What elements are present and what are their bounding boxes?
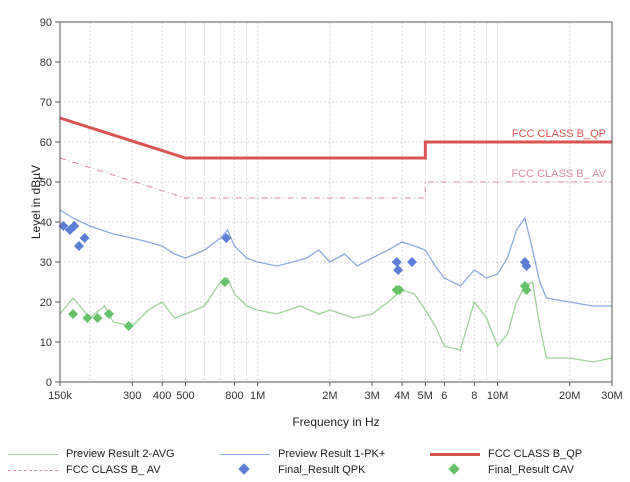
legend-dashdot-icon: [8, 464, 58, 476]
x-tick-label: 2M: [322, 390, 337, 402]
axis-ticks: 0 10 20 30 40 50 60 70 80 90 150k 300 400 500 800 1M 2M 3…: [40, 17, 623, 402]
x-tick-label: 400: [153, 390, 171, 402]
x-tick-label: 20M: [559, 390, 580, 402]
x-tick-label: 500: [176, 390, 194, 402]
result-marker: [219, 277, 230, 287]
limit-line: [59, 157, 612, 199]
y-axis-label: Level in dBµV: [29, 165, 43, 239]
result-marker: [521, 285, 532, 295]
result-marker: [407, 257, 418, 267]
y-tick-label: 70: [40, 97, 52, 109]
legend-item-qpk: Final_Result QPK: [220, 463, 366, 476]
result-marker: [521, 261, 532, 271]
legend-label: Preview Result 2-AVG: [66, 448, 175, 460]
legend-item-qp-limit: FCC CLASS B_QP: [430, 448, 582, 460]
legend-item-cav: Final_Result CAV: [430, 463, 574, 476]
result-markers: [58, 221, 532, 331]
legend: Preview Result 2-AVG Preview Result 1-PK…: [0, 444, 630, 482]
result-marker: [58, 221, 69, 231]
emc-chart: FCC CLASS B_QP FCC CLASS B_ AV 0 10 20 30 40 5…: [29, 17, 623, 429]
result-marker: [221, 233, 232, 243]
series-line: [59, 209, 612, 307]
result-marker: [79, 233, 90, 243]
result-marker: [73, 241, 84, 251]
result-marker: [68, 309, 79, 319]
x-axis-label: Frequency in Hz: [292, 415, 379, 429]
legend-item-avg: Preview Result 2-AVG: [8, 448, 175, 460]
y-tick-label: 40: [40, 217, 52, 229]
x-tick-label: 1M: [250, 390, 265, 402]
result-marker: [92, 313, 103, 323]
legend-line-icon: [220, 448, 270, 460]
legend-label: FCC CLASS B_ AV: [66, 464, 161, 476]
limit-line-label: FCC CLASS B_QP: [512, 128, 606, 140]
legend-label: Final_Result CAV: [488, 464, 574, 476]
x-tick-label: 4M: [394, 390, 409, 402]
legend-item-av-limit: FCC CLASS B_ AV: [8, 464, 161, 476]
legend-label: Final_Result QPK: [278, 464, 366, 476]
result-marker: [82, 313, 93, 323]
result-marker: [123, 321, 134, 331]
series-lines: [59, 209, 613, 363]
limit-lines: FCC CLASS B_QP FCC CLASS B_ AV: [59, 116, 612, 199]
result-marker: [391, 257, 402, 267]
y-tick-label: 0: [46, 377, 52, 389]
y-tick-label: 50: [40, 177, 52, 189]
y-tick-label: 60: [40, 137, 52, 149]
legend-line-icon: [430, 448, 480, 460]
x-tick-label: 6: [441, 390, 447, 402]
x-tick-label: 5M: [418, 390, 433, 402]
x-tick-label: 150k: [48, 390, 72, 402]
x-tick-label: 10M: [487, 390, 508, 402]
series-line: [59, 277, 613, 363]
result-marker: [393, 265, 404, 275]
diamond-icon: [220, 463, 270, 476]
legend-label: Preview Result 1-PK+: [278, 448, 386, 460]
x-tick-label: 800: [225, 390, 243, 402]
result-marker: [394, 285, 405, 295]
y-tick-label: 80: [40, 57, 52, 69]
limit-line-label: FCC CLASS B_ AV: [511, 168, 606, 180]
legend-line-icon: [8, 448, 58, 460]
y-tick-label: 20: [40, 297, 52, 309]
x-tick-label: 3M: [364, 390, 379, 402]
result-marker: [69, 221, 80, 231]
legend-label: FCC CLASS B_QP: [488, 448, 583, 460]
y-tick-label: 30: [40, 257, 52, 269]
y-tick-label: 10: [40, 337, 52, 349]
plot-frame: [59, 21, 613, 383]
grid-lines: [60, 21, 613, 383]
diamond-icon: [430, 463, 480, 476]
x-tick-label: 8: [471, 390, 477, 402]
limit-line: [59, 116, 612, 160]
x-tick-label: 300: [123, 390, 141, 402]
x-tick-label: 30M: [601, 390, 622, 402]
result-marker: [103, 309, 114, 319]
y-tick-label: 90: [40, 17, 52, 29]
legend-item-pk: Preview Result 1-PK+: [220, 448, 385, 460]
